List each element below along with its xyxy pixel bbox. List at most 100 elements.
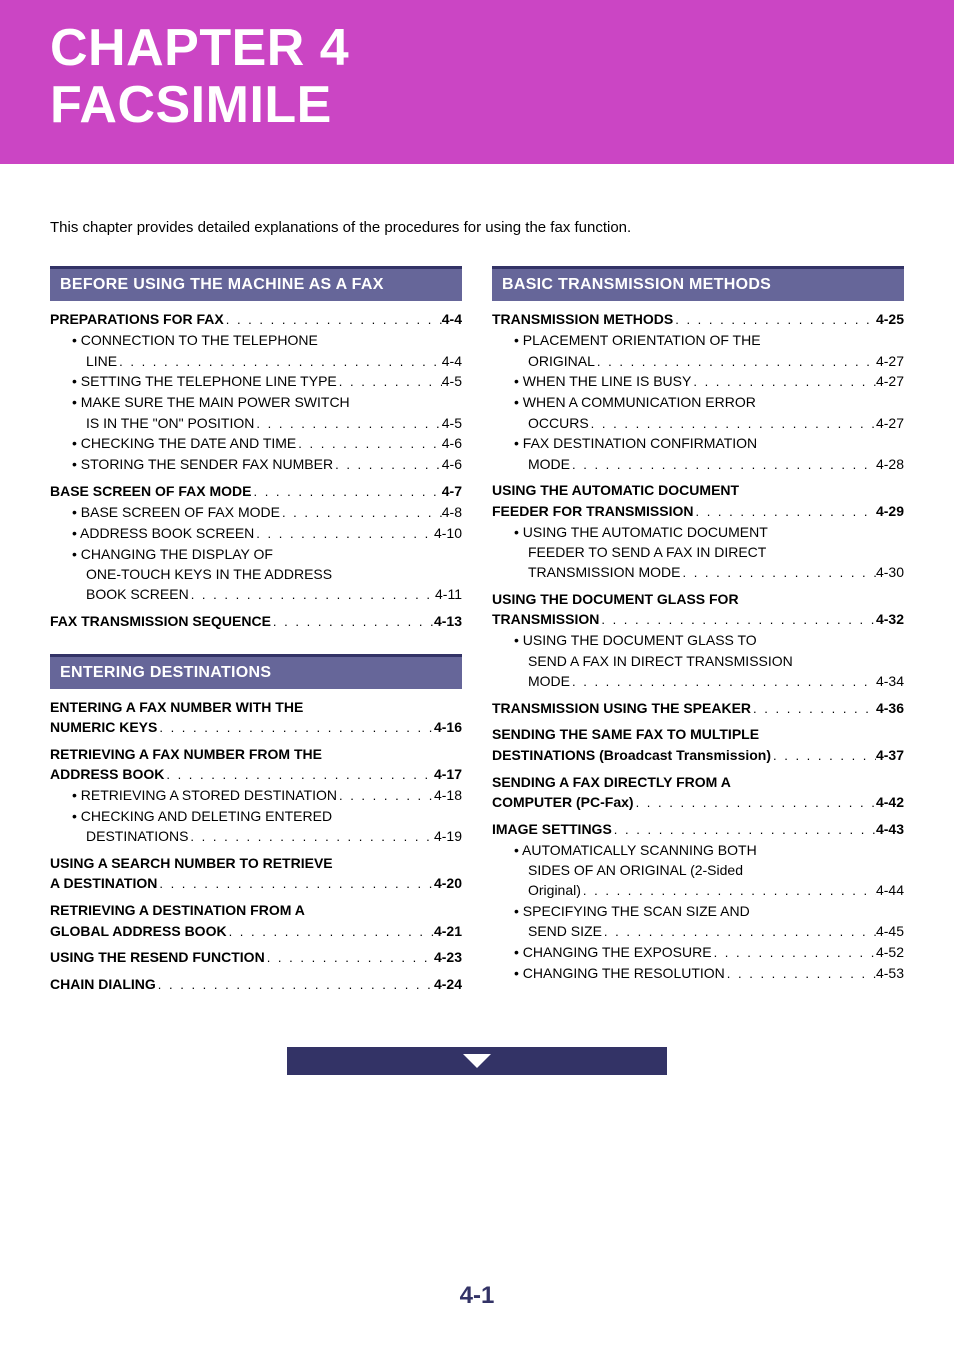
toc-page: 4-6 (442, 433, 462, 453)
toc-label: DESTINATIONS (Broadcast Transmission) (492, 745, 771, 765)
toc-entry[interactable]: NUMERIC KEYS . . . . . . . . . . . . . .… (50, 717, 462, 738)
toc-entry[interactable]: TRANSMISSION USING THE SPEAKER . . . . .… (492, 698, 904, 719)
toc-leader-dots: . . . . . . . . . . . . . . . . . . . . … (599, 611, 876, 630)
toc-leader-dots: . . . . . . . . . . . . . . . . . . . . … (693, 503, 876, 522)
toc-label: IS IN THE "ON" POSITION (86, 413, 254, 433)
toc-entry[interactable]: SEND A FAX IN DIRECT TRANSMISSION (492, 651, 904, 671)
toc-entry[interactable]: • WHEN THE LINE IS BUSY . . . . . . . . … (492, 371, 904, 392)
toc-entry[interactable]: • CHANGING THE EXPOSURE . . . . . . . . … (492, 942, 904, 963)
toc-label: OCCURS (528, 413, 589, 433)
toc-entry[interactable]: IMAGE SETTINGS . . . . . . . . . . . . .… (492, 819, 904, 840)
toc-entry[interactable]: BASE SCREEN OF FAX MODE . . . . . . . . … (50, 481, 462, 502)
toc-label: • CHECKING AND DELETING ENTERED (72, 806, 332, 826)
toc-page: 4-28 (876, 454, 904, 474)
toc-leader-dots: . . . . . . . . . . . . . . . . . . . . … (771, 747, 876, 766)
toc-entry[interactable]: DESTINATIONS . . . . . . . . . . . . . .… (50, 826, 462, 847)
toc-entry[interactable]: • FAX DESTINATION CONFIRMATION (492, 433, 904, 453)
toc-entry[interactable]: • SPECIFYING THE SCAN SIZE AND (492, 901, 904, 921)
toc-entry[interactable]: • AUTOMATICALLY SCANNING BOTH (492, 840, 904, 860)
toc-label: • ADDRESS BOOK SCREEN (72, 523, 254, 543)
toc-entry[interactable]: OCCURS . . . . . . . . . . . . . . . . .… (492, 413, 904, 434)
toc-entry[interactable]: • CHANGING THE DISPLAY OF (50, 544, 462, 564)
toc-page: 4-10 (434, 523, 462, 543)
toc-page: 4-19 (434, 826, 462, 846)
toc-entry[interactable]: TRANSMISSION MODE . . . . . . . . . . . … (492, 562, 904, 583)
toc-page: 4-37 (876, 745, 904, 765)
toc-entry[interactable]: • USING THE AUTOMATIC DOCUMENT (492, 522, 904, 542)
toc-entry[interactable]: FEEDER TO SEND A FAX IN DIRECT (492, 542, 904, 562)
toc-label: • FAX DESTINATION CONFIRMATION (514, 433, 757, 453)
toc-entry[interactable]: FEEDER FOR TRANSMISSION . . . . . . . . … (492, 501, 904, 522)
toc-leader-dots: . . . . . . . . . . . . . . . . . . . . … (157, 719, 434, 738)
toc-entry[interactable]: BOOK SCREEN . . . . . . . . . . . . . . … (50, 584, 462, 605)
toc-leader-dots: . . . . . . . . . . . . . . . . . . . . … (589, 415, 876, 434)
toc-entry[interactable]: • PLACEMENT ORIENTATION OF THE (492, 330, 904, 350)
toc-page: 4-27 (876, 351, 904, 371)
toc-page: 4-27 (876, 371, 904, 391)
toc-entry[interactable]: USING THE AUTOMATIC DOCUMENT (492, 480, 904, 500)
toc-entry[interactable]: FAX TRANSMISSION SEQUENCE . . . . . . . … (50, 611, 462, 632)
toc-label: FAX TRANSMISSION SEQUENCE (50, 611, 271, 631)
toc-label: • SPECIFYING THE SCAN SIZE AND (514, 901, 750, 921)
toc-leader-dots: . . . . . . . . . . . . . . . . . . . . … (612, 821, 876, 840)
toc-entry[interactable]: MODE . . . . . . . . . . . . . . . . . .… (492, 671, 904, 692)
toc-entry[interactable]: • STORING THE SENDER FAX NUMBER . . . . … (50, 454, 462, 475)
toc-leader-dots: . . . . . . . . . . . . . . . . . . . . … (254, 525, 434, 544)
toc-entry[interactable]: Original) . . . . . . . . . . . . . . . … (492, 880, 904, 901)
toc-entry[interactable]: CHAIN DIALING . . . . . . . . . . . . . … (50, 974, 462, 995)
toc-page: 4-21 (434, 921, 462, 941)
toc-entry[interactable]: COMPUTER (PC-Fax) . . . . . . . . . . . … (492, 792, 904, 813)
toc-leader-dots: . . . . . . . . . . . . . . . . . . . . … (296, 435, 441, 454)
toc-entry[interactable]: USING THE DOCUMENT GLASS FOR (492, 589, 904, 609)
toc-page: 4-32 (876, 609, 904, 629)
toc-leader-dots: . . . . . . . . . . . . . . . . . . . . … (751, 700, 876, 719)
toc-label: SENDING THE SAME FAX TO MULTIPLE (492, 724, 759, 744)
toc-page: 4-23 (434, 947, 462, 967)
toc-page: 4-5 (442, 371, 462, 391)
toc-entry[interactable]: A DESTINATION . . . . . . . . . . . . . … (50, 873, 462, 894)
toc-entry[interactable]: SENDING A FAX DIRECTLY FROM A (492, 772, 904, 792)
toc-label: • CHECKING THE DATE AND TIME (72, 433, 296, 453)
toc-page: 4-11 (435, 584, 462, 604)
toc-entry[interactable]: TRANSMISSION . . . . . . . . . . . . . .… (492, 609, 904, 630)
toc-entry[interactable]: SENDING THE SAME FAX TO MULTIPLE (492, 724, 904, 744)
toc-entry[interactable]: • CHANGING THE RESOLUTION . . . . . . . … (492, 963, 904, 984)
toc-entry[interactable]: IS IN THE "ON" POSITION . . . . . . . . … (50, 413, 462, 434)
toc-entry[interactable]: TRANSMISSION METHODS . . . . . . . . . .… (492, 309, 904, 330)
toc-entry[interactable]: • CONNECTION TO THE TELEPHONE (50, 330, 462, 350)
toc-entry[interactable]: ENTERING A FAX NUMBER WITH THE (50, 697, 462, 717)
toc-entry[interactable]: ADDRESS BOOK . . . . . . . . . . . . . .… (50, 764, 462, 785)
toc-entry[interactable]: GLOBAL ADDRESS BOOK . . . . . . . . . . … (50, 921, 462, 942)
toc-entry[interactable]: • USING THE DOCUMENT GLASS TO (492, 630, 904, 650)
chapter-title-line2: FACSIMILE (50, 77, 924, 134)
toc-entry[interactable]: SIDES OF AN ORIGINAL (2-Sided (492, 860, 904, 880)
section-header: BASIC TRANSMISSION METHODS (492, 266, 904, 301)
toc-entry[interactable]: • SETTING THE TELEPHONE LINE TYPE . . . … (50, 371, 462, 392)
toc-entry[interactable]: MODE . . . . . . . . . . . . . . . . . .… (492, 454, 904, 475)
toc-entry[interactable]: RETRIEVING A DESTINATION FROM A (50, 900, 462, 920)
toc-entry[interactable]: • CHECKING AND DELETING ENTERED (50, 806, 462, 826)
toc-entry[interactable]: USING THE RESEND FUNCTION . . . . . . . … (50, 947, 462, 968)
continuation-bar[interactable] (287, 1047, 667, 1075)
toc-entry[interactable]: LINE . . . . . . . . . . . . . . . . . .… (50, 351, 462, 372)
toc-page: 4-8 (442, 502, 462, 522)
toc-entry[interactable]: • ADDRESS BOOK SCREEN . . . . . . . . . … (50, 523, 462, 544)
toc-entry[interactable]: • WHEN A COMMUNICATION ERROR (492, 392, 904, 412)
toc-entry[interactable]: DESTINATIONS (Broadcast Transmission) . … (492, 745, 904, 766)
toc-entry[interactable]: USING A SEARCH NUMBER TO RETRIEVE (50, 853, 462, 873)
toc-entry[interactable]: • CHECKING THE DATE AND TIME . . . . . .… (50, 433, 462, 454)
toc-entry[interactable]: SEND SIZE . . . . . . . . . . . . . . . … (492, 921, 904, 942)
toc-label: SEND A FAX IN DIRECT TRANSMISSION (528, 651, 793, 671)
toc-label: BASE SCREEN OF FAX MODE (50, 481, 251, 501)
toc-label: • CHANGING THE EXPOSURE (514, 942, 712, 962)
toc-entry[interactable]: • MAKE SURE THE MAIN POWER SWITCH (50, 392, 462, 412)
toc-page: 4-6 (442, 454, 462, 474)
toc-entry[interactable]: PREPARATIONS FOR FAX . . . . . . . . . .… (50, 309, 462, 330)
toc-entry[interactable]: ORIGINAL . . . . . . . . . . . . . . . .… (492, 351, 904, 372)
section-header: ENTERING DESTINATIONS (50, 654, 462, 689)
toc-entry[interactable]: • RETRIEVING A STORED DESTINATION . . . … (50, 785, 462, 806)
toc-entry[interactable]: • BASE SCREEN OF FAX MODE . . . . . . . … (50, 502, 462, 523)
toc-entry[interactable]: ONE-TOUCH KEYS IN THE ADDRESS (50, 564, 462, 584)
toc-page: 4-4 (442, 309, 462, 329)
toc-entry[interactable]: RETRIEVING A FAX NUMBER FROM THE (50, 744, 462, 764)
